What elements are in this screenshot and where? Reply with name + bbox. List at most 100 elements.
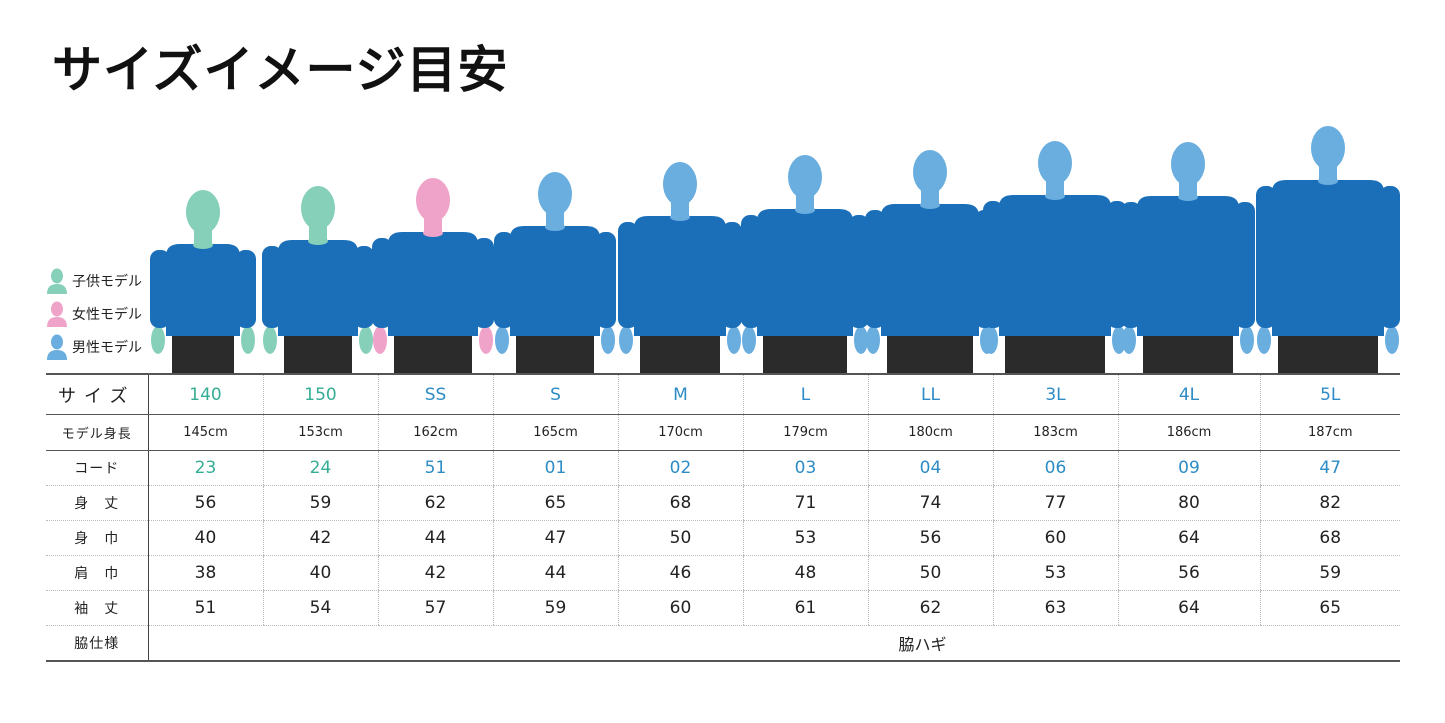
size-chart-table: サイズ 140 150 SS S M L LL 3L 4L 5L モデル身長 145cm 153cm 162… bbox=[46, 373, 1400, 662]
hand bbox=[359, 326, 373, 354]
shorts bbox=[1143, 330, 1233, 373]
value-cell: 68 bbox=[1259, 520, 1400, 556]
page-title: サイズイメージ目安 bbox=[52, 41, 509, 99]
sleeve bbox=[618, 222, 638, 328]
value-cell: 65 bbox=[1259, 590, 1400, 626]
size-cell: 5L bbox=[1259, 373, 1400, 415]
hand bbox=[373, 326, 387, 354]
person-icon bbox=[47, 301, 67, 327]
row-label: 身 丈 bbox=[46, 485, 149, 521]
hand bbox=[854, 326, 868, 354]
value-cell: 48 bbox=[742, 555, 868, 591]
shorts bbox=[1005, 330, 1105, 373]
height-cell: 153cm bbox=[262, 414, 378, 451]
value-cell: 56 bbox=[867, 520, 993, 556]
sleeve bbox=[150, 250, 170, 328]
neckline bbox=[308, 237, 328, 245]
value-cell: 40 bbox=[147, 520, 263, 556]
model-figures bbox=[150, 126, 1400, 373]
sleeve bbox=[236, 250, 256, 328]
side-spec-row: 脇仕様 脇ハギ bbox=[46, 625, 1400, 662]
shirt bbox=[999, 195, 1111, 336]
person-icon bbox=[47, 334, 67, 360]
row-label: サイズ bbox=[46, 373, 149, 415]
head bbox=[538, 172, 572, 216]
shirt bbox=[510, 226, 600, 336]
value-cell: 64 bbox=[1117, 520, 1260, 556]
shorts bbox=[284, 330, 352, 373]
size-cell: M bbox=[617, 373, 743, 415]
value-cell: 50 bbox=[867, 555, 993, 591]
height-cell: 145cm bbox=[147, 414, 263, 451]
hand bbox=[619, 326, 633, 354]
value-cell: 56 bbox=[147, 485, 263, 521]
value-cell: 71 bbox=[742, 485, 868, 521]
neckline bbox=[1178, 193, 1198, 201]
head bbox=[1311, 126, 1345, 170]
hand bbox=[866, 326, 880, 354]
head bbox=[186, 190, 220, 234]
row-label: 身 巾 bbox=[46, 520, 149, 556]
hand bbox=[241, 326, 255, 354]
hand bbox=[1112, 326, 1126, 354]
hand bbox=[742, 326, 756, 354]
value-cell: 47 bbox=[492, 520, 618, 556]
code-cell: 47 bbox=[1259, 450, 1400, 486]
shorts bbox=[516, 330, 594, 373]
legend-label: 子供モデル bbox=[72, 274, 142, 290]
sleeve bbox=[1121, 202, 1141, 328]
value-cell: 44 bbox=[377, 520, 493, 556]
sleeve bbox=[596, 232, 616, 328]
value-cell: 62 bbox=[867, 590, 993, 626]
shorts bbox=[394, 330, 472, 373]
model-figure bbox=[372, 178, 494, 373]
shirt bbox=[1137, 196, 1239, 336]
size-cell: 3L bbox=[992, 373, 1118, 415]
code-cell: 02 bbox=[617, 450, 743, 486]
height-cell: 170cm bbox=[617, 414, 743, 451]
value-cell: 74 bbox=[867, 485, 993, 521]
neckline bbox=[423, 229, 443, 237]
model-figure bbox=[494, 172, 616, 373]
head bbox=[663, 162, 697, 206]
neckline bbox=[1318, 177, 1338, 185]
value-cell: 56 bbox=[1117, 555, 1260, 591]
value-cell: 61 bbox=[742, 590, 868, 626]
value-cell: 53 bbox=[992, 555, 1118, 591]
sleeve bbox=[1380, 186, 1400, 328]
hand bbox=[263, 326, 277, 354]
hand bbox=[727, 326, 741, 354]
hand bbox=[1122, 326, 1136, 354]
model-height-row: モデル身長 145cm 153cm 162cm 165cm 170cm 179cm 180cm… bbox=[46, 414, 1400, 451]
code-cell: 23 bbox=[147, 450, 263, 486]
model-figure bbox=[618, 162, 742, 373]
size-cell: 150 bbox=[262, 373, 378, 415]
hand bbox=[601, 326, 615, 354]
size-cell: LL bbox=[867, 373, 993, 415]
measurement-row: 身 丈 56 59 62 65 68 71 74 77 80 82 bbox=[46, 485, 1400, 521]
code-cell: 03 bbox=[742, 450, 868, 486]
sleeve bbox=[741, 215, 761, 328]
sleeve bbox=[1235, 202, 1255, 328]
shorts bbox=[887, 330, 973, 373]
code-cell: 09 bbox=[1117, 450, 1260, 486]
model-figure bbox=[1256, 126, 1400, 373]
sleeve bbox=[262, 246, 282, 328]
value-cell: 59 bbox=[1259, 555, 1400, 591]
legend-item-male: 男性モデル bbox=[46, 334, 142, 360]
measurement-row: 袖 丈 51 54 57 59 60 61 62 63 64 65 bbox=[46, 590, 1400, 626]
value-cell: 65 bbox=[492, 485, 618, 521]
shirt bbox=[757, 209, 853, 336]
shirt bbox=[166, 244, 240, 336]
legend-item-child: 子供モデル bbox=[46, 268, 142, 294]
model-figure bbox=[865, 150, 995, 373]
shorts bbox=[640, 330, 720, 373]
value-cell: 54 bbox=[262, 590, 378, 626]
neckline bbox=[545, 223, 565, 231]
row-label: 肩 巾 bbox=[46, 555, 149, 591]
size-cell: 4L bbox=[1117, 373, 1260, 415]
row-label: 袖 丈 bbox=[46, 590, 149, 626]
value-cell: 51 bbox=[147, 590, 263, 626]
head bbox=[301, 186, 335, 230]
sleeve bbox=[354, 246, 374, 328]
